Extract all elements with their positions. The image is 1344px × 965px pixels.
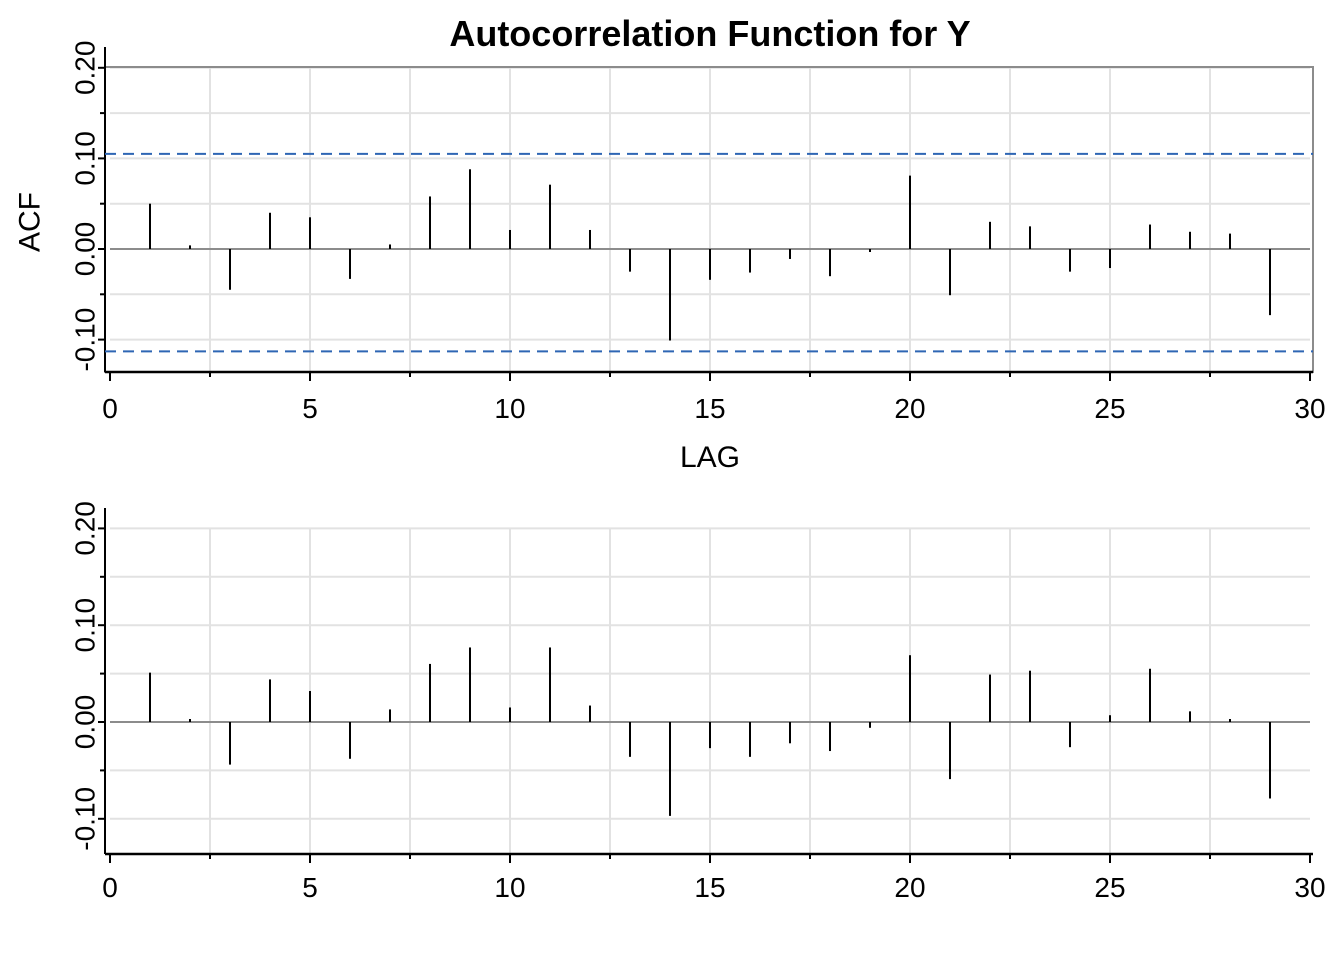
- x-tick-label: 10: [494, 872, 525, 903]
- x-tick-label: 25: [1094, 393, 1125, 424]
- chart-title: Autocorrelation Function for Y: [449, 13, 970, 54]
- x-tick-label: 20: [894, 393, 925, 424]
- x-tick-label: 10: [494, 393, 525, 424]
- acf-panel-1: 0 5 10 15 20 25 30 -0.10 0.00 0.10 0.20 Autocorrela…: [14, 13, 1326, 474]
- y-tick-label: 0.20: [70, 41, 101, 96]
- y-tick-label: 0.00: [70, 695, 101, 750]
- x-tick-label: 15: [694, 872, 725, 903]
- y-tick-label: 0.10: [70, 131, 101, 186]
- x-tick-label: 20: [894, 872, 925, 903]
- y-tick-label: 0.10: [70, 598, 101, 653]
- x-tick-label: 30: [1294, 393, 1325, 424]
- x-tick-label: 0: [102, 393, 118, 424]
- x-tick-label: 15: [694, 393, 725, 424]
- x-tick-label: 5: [302, 393, 318, 424]
- x-tick-label: 30: [1294, 872, 1325, 903]
- x-tick-label: 5: [302, 872, 318, 903]
- y-tick-label: -0.10: [70, 787, 101, 851]
- x-axis-label: LAG: [680, 441, 740, 474]
- y-tick-label: 0.00: [70, 222, 101, 277]
- x-tick-label: 0: [102, 872, 118, 903]
- x-tick-label: 25: [1094, 872, 1125, 903]
- y-tick-label: -0.10: [70, 308, 101, 372]
- y-axis-label: ACF: [14, 192, 47, 252]
- y-tick-label: 0.20: [70, 501, 101, 556]
- acf-panel-2: 0 5 10 15 20 25 30 -0.10 0.00 0.10 0.20: [70, 501, 1326, 903]
